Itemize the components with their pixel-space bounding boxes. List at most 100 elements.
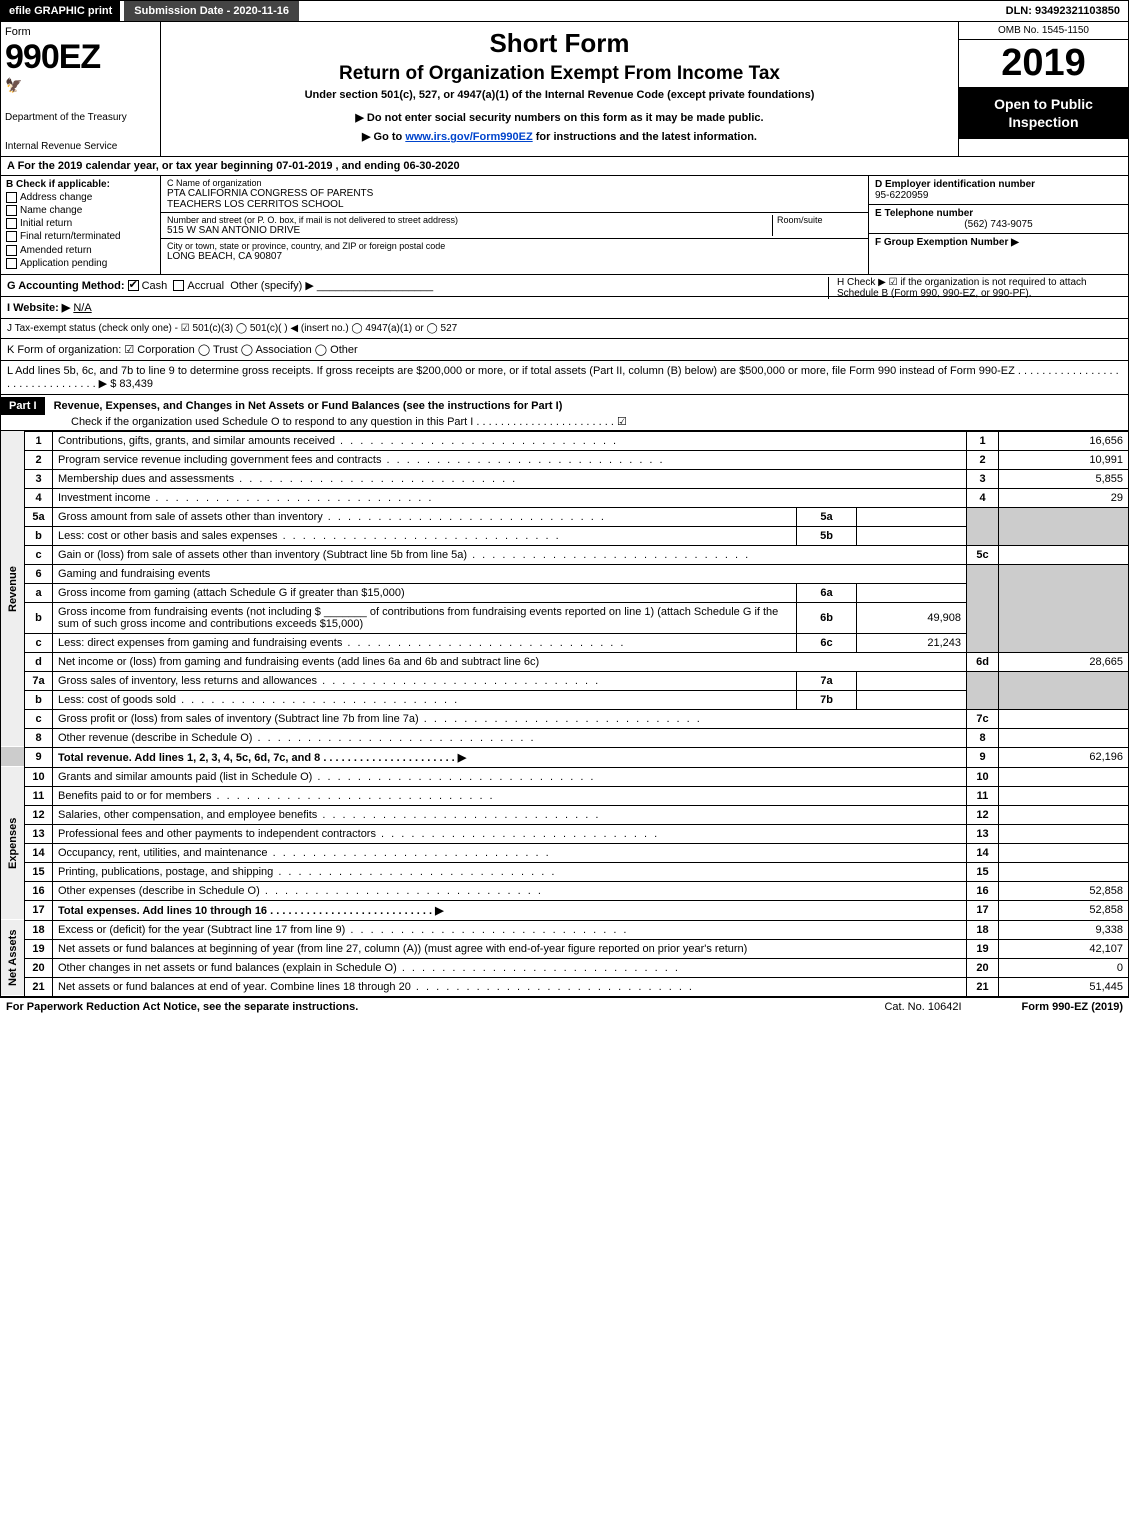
chk-address-change[interactable]: Address change xyxy=(6,192,155,203)
form-subtitle: Return of Organization Exempt From Incom… xyxy=(171,63,948,85)
line-3: 3Membership dues and assessments35,855 xyxy=(1,469,1129,488)
tel-block: E Telephone number (562) 743-9075 xyxy=(869,205,1128,234)
dept-treasury: Department of the Treasury xyxy=(5,112,156,123)
city-block: City or town, state or province, country… xyxy=(161,239,868,264)
part-i-bar: Part I Revenue, Expenses, and Changes in… xyxy=(0,395,1129,431)
street-block: Number and street (or P. O. box, if mail… xyxy=(161,213,868,239)
open-to-public: Open to Public Inspection xyxy=(959,87,1128,139)
line-18: Net Assets 18Excess or (deficit) for the… xyxy=(1,920,1129,939)
line-9: 9Total revenue. Add lines 1, 2, 3, 4, 5c… xyxy=(1,747,1129,767)
tax-year: 2019 xyxy=(959,40,1128,87)
org-name-1: PTA CALIFORNIA CONGRESS OF PARENTS xyxy=(167,188,862,199)
chk-final-return[interactable]: Final return/terminated xyxy=(6,231,155,242)
other-label: Other (specify) ▶ xyxy=(230,280,314,292)
box-d-e-f: D Employer identification number 95-6220… xyxy=(868,176,1128,274)
line-7c: cGross profit or (loss) from sales of in… xyxy=(1,709,1129,728)
eagle-icon: 🦅 xyxy=(5,77,156,94)
line-8: 8Other revenue (describe in Schedule O)8 xyxy=(1,728,1129,747)
g-label: G Accounting Method: xyxy=(7,280,125,292)
submission-date: Submission Date - 2020-11-16 xyxy=(124,1,299,21)
cat-no: Cat. No. 10642I xyxy=(884,1001,961,1013)
info-grid: B Check if applicable: Address change Na… xyxy=(0,176,1129,275)
side-expenses: Expenses xyxy=(1,767,25,920)
line-6b: bGross income from fundraising events (n… xyxy=(1,602,1129,633)
cash-label: Cash xyxy=(142,280,168,292)
line-5b: bLess: cost or other basis and sales exp… xyxy=(1,526,1129,545)
line-1: Revenue 1Contributions, gifts, grants, a… xyxy=(1,431,1129,450)
chk-accrual[interactable] xyxy=(173,280,184,291)
goto-text: ▶ Go to www.irs.gov/Form990EZ for instru… xyxy=(171,130,948,143)
row-l: L Add lines 5b, 6c, and 7b to line 9 to … xyxy=(0,361,1129,395)
line-12: 12Salaries, other compensation, and empl… xyxy=(1,805,1129,824)
org-name-2: TEACHERS LOS CERRITOS SCHOOL xyxy=(167,199,862,210)
chk-cash[interactable] xyxy=(128,280,139,291)
line-7a: 7aGross sales of inventory, less returns… xyxy=(1,671,1129,690)
ein-value: 95-6220959 xyxy=(875,190,1122,201)
box-c: C Name of organization PTA CALIFORNIA CO… xyxy=(161,176,868,274)
line-6a: aGross income from gaming (attach Schedu… xyxy=(1,583,1129,602)
group-exempt-block: F Group Exemption Number ▶ xyxy=(869,234,1128,251)
tel-value: (562) 743-9075 xyxy=(875,219,1122,230)
form-title: Short Form xyxy=(171,28,948,59)
line-5a: 5aGross amount from sale of assets other… xyxy=(1,507,1129,526)
form-label: Form xyxy=(5,26,156,38)
section-text: Under section 501(c), 527, or 4947(a)(1)… xyxy=(171,89,948,101)
line-7b: bLess: cost of goods sold7b xyxy=(1,690,1129,709)
efile-print-label[interactable]: efile GRAPHIC print xyxy=(1,1,120,21)
line-21: 21Net assets or fund balances at end of … xyxy=(1,977,1129,996)
line-13: 13Professional fees and other payments t… xyxy=(1,824,1129,843)
website-value: N/A xyxy=(73,302,91,314)
part-i-tag: Part I xyxy=(1,397,45,415)
line-6: 6Gaming and fundraising events xyxy=(1,564,1129,583)
part-i-title: Revenue, Expenses, and Changes in Net As… xyxy=(48,400,563,412)
line-20: 20Other changes in net assets or fund ba… xyxy=(1,958,1129,977)
tel-label: E Telephone number xyxy=(875,208,1122,219)
line-6d: dNet income or (loss) from gaming and fu… xyxy=(1,652,1129,671)
irs-link[interactable]: www.irs.gov/Form990EZ xyxy=(405,131,532,143)
chk-initial-return[interactable]: Initial return xyxy=(6,218,155,229)
line-5c: cGain or (loss) from sale of assets othe… xyxy=(1,545,1129,564)
line-4: 4Investment income429 xyxy=(1,488,1129,507)
line-11: 11Benefits paid to or for members11 xyxy=(1,786,1129,805)
ssn-warning: ▶ Do not enter social security numbers o… xyxy=(171,111,948,124)
header-right: OMB No. 1545-1150 2019 Open to Public In… xyxy=(958,22,1128,156)
line-14: 14Occupancy, rent, utilities, and mainte… xyxy=(1,843,1129,862)
box-b-title: B Check if applicable: xyxy=(6,179,155,190)
side-netassets: Net Assets xyxy=(1,920,25,996)
part-i-table: Revenue 1Contributions, gifts, grants, a… xyxy=(0,431,1129,997)
line-16: 16Other expenses (describe in Schedule O… xyxy=(1,881,1129,900)
part-i-check: Check if the organization used Schedule … xyxy=(1,415,1128,428)
chk-name-change[interactable]: Name change xyxy=(6,205,155,216)
goto-pre: ▶ Go to xyxy=(362,131,405,143)
i-label: I Website: ▶ xyxy=(7,302,70,314)
city-label: City or town, state or province, country… xyxy=(167,241,862,251)
header-center: Short Form Return of Organization Exempt… xyxy=(161,22,958,156)
header-left: Form 990EZ 🦅 Department of the Treasury … xyxy=(1,22,161,156)
form-ref: Form 990-EZ (2019) xyxy=(1022,1001,1123,1013)
org-name-label: C Name of organization xyxy=(167,178,862,188)
omb-number: OMB No. 1545-1150 xyxy=(959,22,1128,40)
footer: For Paperwork Reduction Act Notice, see … xyxy=(0,997,1129,1016)
pra-notice: For Paperwork Reduction Act Notice, see … xyxy=(6,1001,358,1013)
form-header: Form 990EZ 🦅 Department of the Treasury … xyxy=(0,22,1129,157)
h-box: H Check ▶ ☑ if the organization is not r… xyxy=(828,277,1118,299)
row-g-h: G Accounting Method: Cash Accrual Other … xyxy=(0,275,1129,297)
dln: DLN: 93492321103850 xyxy=(998,1,1128,21)
row-j: J Tax-exempt status (check only one) - ☑… xyxy=(0,319,1129,339)
box-b: B Check if applicable: Address change Na… xyxy=(1,176,161,274)
org-name-block: C Name of organization PTA CALIFORNIA CO… xyxy=(161,176,868,213)
city-value: LONG BEACH, CA 90807 xyxy=(167,251,862,262)
line-15: 15Printing, publications, postage, and s… xyxy=(1,862,1129,881)
room-label: Room/suite xyxy=(777,215,862,225)
street-label: Number and street (or P. O. box, if mail… xyxy=(167,215,772,225)
group-exempt-label: F Group Exemption Number ▶ xyxy=(875,237,1019,248)
accrual-label: Accrual xyxy=(187,280,224,292)
side-revenue: Revenue xyxy=(1,431,25,747)
line-10: Expenses 10Grants and similar amounts pa… xyxy=(1,767,1129,786)
chk-amended-return[interactable]: Amended return xyxy=(6,245,155,256)
form-number: 990EZ xyxy=(5,38,156,77)
street-value: 515 W SAN ANTONIO DRIVE xyxy=(167,225,772,236)
chk-application-pending[interactable]: Application pending xyxy=(6,258,155,269)
row-k: K Form of organization: ☑ Corporation ◯ … xyxy=(0,339,1129,361)
ein-block: D Employer identification number 95-6220… xyxy=(869,176,1128,205)
